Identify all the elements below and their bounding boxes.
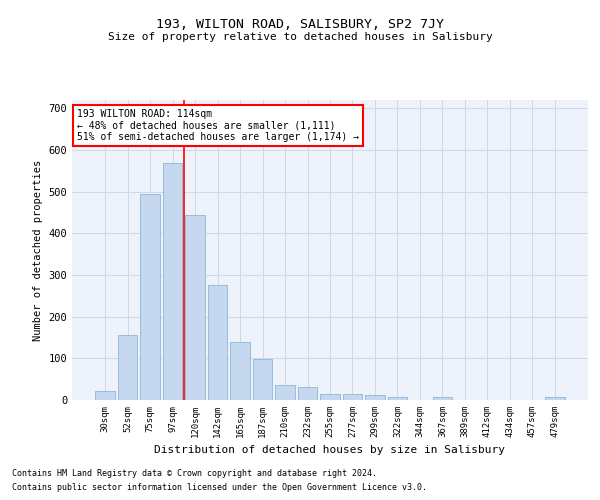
Bar (95, 391, 115, 400)
Bar (163, 162, 182, 400)
Bar (140, 194, 160, 400)
Y-axis label: Number of detached properties: Number of detached properties (33, 160, 43, 340)
X-axis label: Distribution of detached houses by size in Salisbury: Distribution of detached houses by size … (155, 446, 505, 456)
Bar (208, 286, 227, 400)
Bar (343, 394, 362, 400)
Bar (320, 394, 340, 400)
Bar (545, 397, 565, 400)
Text: 193 WILTON ROAD: 114sqm
← 48% of detached houses are smaller (1,111)
51% of semi: 193 WILTON ROAD: 114sqm ← 48% of detache… (77, 109, 359, 142)
Text: 193, WILTON ROAD, SALISBURY, SP2 7JY: 193, WILTON ROAD, SALISBURY, SP2 7JY (156, 18, 444, 30)
Bar (118, 336, 137, 400)
Bar (230, 342, 250, 400)
Bar (253, 359, 272, 400)
Bar (365, 395, 385, 400)
Text: Contains HM Land Registry data © Crown copyright and database right 2024.: Contains HM Land Registry data © Crown c… (12, 468, 377, 477)
Text: Size of property relative to detached houses in Salisbury: Size of property relative to detached ho… (107, 32, 493, 42)
Bar (388, 397, 407, 400)
Text: Contains public sector information licensed under the Open Government Licence v3: Contains public sector information licen… (12, 484, 427, 492)
Bar (275, 386, 295, 400)
Bar (433, 397, 452, 400)
Bar (298, 386, 317, 400)
Bar (185, 214, 205, 400)
